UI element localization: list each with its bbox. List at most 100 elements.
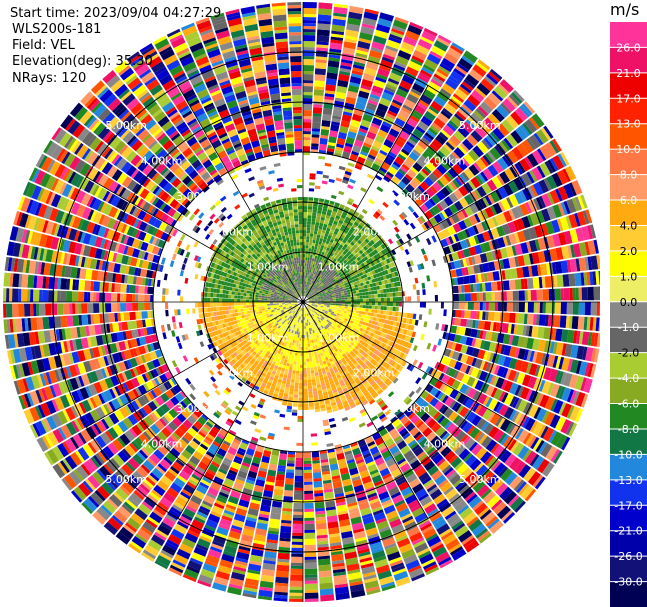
range-gate xyxy=(375,281,380,286)
range-gate xyxy=(354,258,359,263)
range-gate xyxy=(482,209,489,220)
range-gate xyxy=(311,276,314,280)
range-gate xyxy=(340,289,344,292)
range-gate xyxy=(239,442,249,451)
range-gate xyxy=(329,380,335,385)
range-gate xyxy=(452,285,459,294)
range-gate xyxy=(391,282,395,288)
range-gate xyxy=(289,342,293,346)
range-gate xyxy=(347,360,353,365)
range-gate xyxy=(307,257,310,261)
range-gate xyxy=(385,357,392,364)
range-gate xyxy=(311,304,315,306)
range-gate xyxy=(408,266,413,273)
range-gate xyxy=(353,61,366,67)
range-gate xyxy=(317,555,330,560)
range-gate xyxy=(497,505,511,520)
range-gate xyxy=(430,451,440,460)
range-gate xyxy=(293,397,298,401)
range-gate xyxy=(404,335,409,342)
range-gate xyxy=(432,344,438,352)
range-gate xyxy=(449,389,459,400)
range-gate xyxy=(459,250,465,259)
range-gate xyxy=(314,405,320,410)
range-gate xyxy=(527,214,534,227)
range-gate xyxy=(300,361,303,365)
range-gate xyxy=(337,257,341,262)
range-gate xyxy=(290,345,294,349)
range-gate xyxy=(358,422,366,428)
range-gate xyxy=(185,505,197,514)
range-gate xyxy=(283,426,290,431)
range-gate xyxy=(388,335,393,341)
range-gate xyxy=(438,212,446,221)
range-gate xyxy=(295,469,303,476)
range-gate xyxy=(216,526,229,536)
range-gate xyxy=(366,344,371,350)
range-gate xyxy=(398,109,410,120)
range-gate xyxy=(309,331,312,335)
range-gate xyxy=(170,506,182,515)
range-gate xyxy=(354,229,360,235)
range-gate xyxy=(572,287,576,301)
range-gate xyxy=(362,17,377,27)
range-gate xyxy=(340,310,345,313)
range-gate xyxy=(364,67,377,77)
range-gate xyxy=(507,323,512,334)
range-gate xyxy=(487,92,502,106)
range-gate xyxy=(303,403,309,407)
range-gate xyxy=(312,264,315,268)
range-gate xyxy=(348,229,354,234)
range-gate xyxy=(348,11,363,20)
range-gate xyxy=(389,297,393,302)
range-gate xyxy=(337,282,342,286)
range-gate xyxy=(356,347,362,352)
range-gate xyxy=(316,44,329,49)
range-gate xyxy=(309,239,313,243)
range-gate xyxy=(407,342,413,349)
range-gate xyxy=(382,537,396,547)
range-gate xyxy=(350,241,355,246)
range-gate xyxy=(398,460,408,468)
range-gate xyxy=(319,333,323,337)
range-gate xyxy=(316,331,320,335)
range-gate xyxy=(293,343,297,347)
range-gate xyxy=(405,559,421,571)
range-gate xyxy=(336,137,346,146)
range-gate xyxy=(315,56,328,61)
range-gate xyxy=(204,453,213,461)
range-gate xyxy=(293,318,296,322)
range-gate xyxy=(504,453,517,467)
range-gate xyxy=(336,212,342,217)
range-gate xyxy=(458,293,465,301)
range-gate xyxy=(436,523,451,535)
range-gate xyxy=(379,366,385,372)
range-gate xyxy=(443,309,447,317)
range-gate xyxy=(175,499,186,508)
range-gate xyxy=(442,107,453,117)
range-gate xyxy=(461,157,470,167)
range-gate xyxy=(323,307,327,310)
range-gate xyxy=(202,563,217,574)
range-gate xyxy=(360,562,374,569)
range-gate xyxy=(336,350,340,355)
range-gate xyxy=(324,99,334,104)
range-gate xyxy=(403,518,415,527)
range-gate xyxy=(562,168,571,182)
range-gate xyxy=(303,254,306,257)
range-gate xyxy=(186,481,197,490)
range-gate xyxy=(320,364,325,369)
range-gate xyxy=(393,529,407,540)
range-gate xyxy=(273,341,277,345)
range-gate xyxy=(312,292,316,295)
range-gate xyxy=(515,302,519,312)
range-gate xyxy=(294,321,297,325)
range-gate xyxy=(485,292,492,301)
range-gate xyxy=(441,384,449,393)
range-gate xyxy=(513,89,525,102)
range-gate xyxy=(363,251,369,256)
range-gate xyxy=(384,156,394,166)
range-gate xyxy=(377,302,381,306)
range-gate xyxy=(331,30,345,36)
range-gate xyxy=(366,131,377,140)
